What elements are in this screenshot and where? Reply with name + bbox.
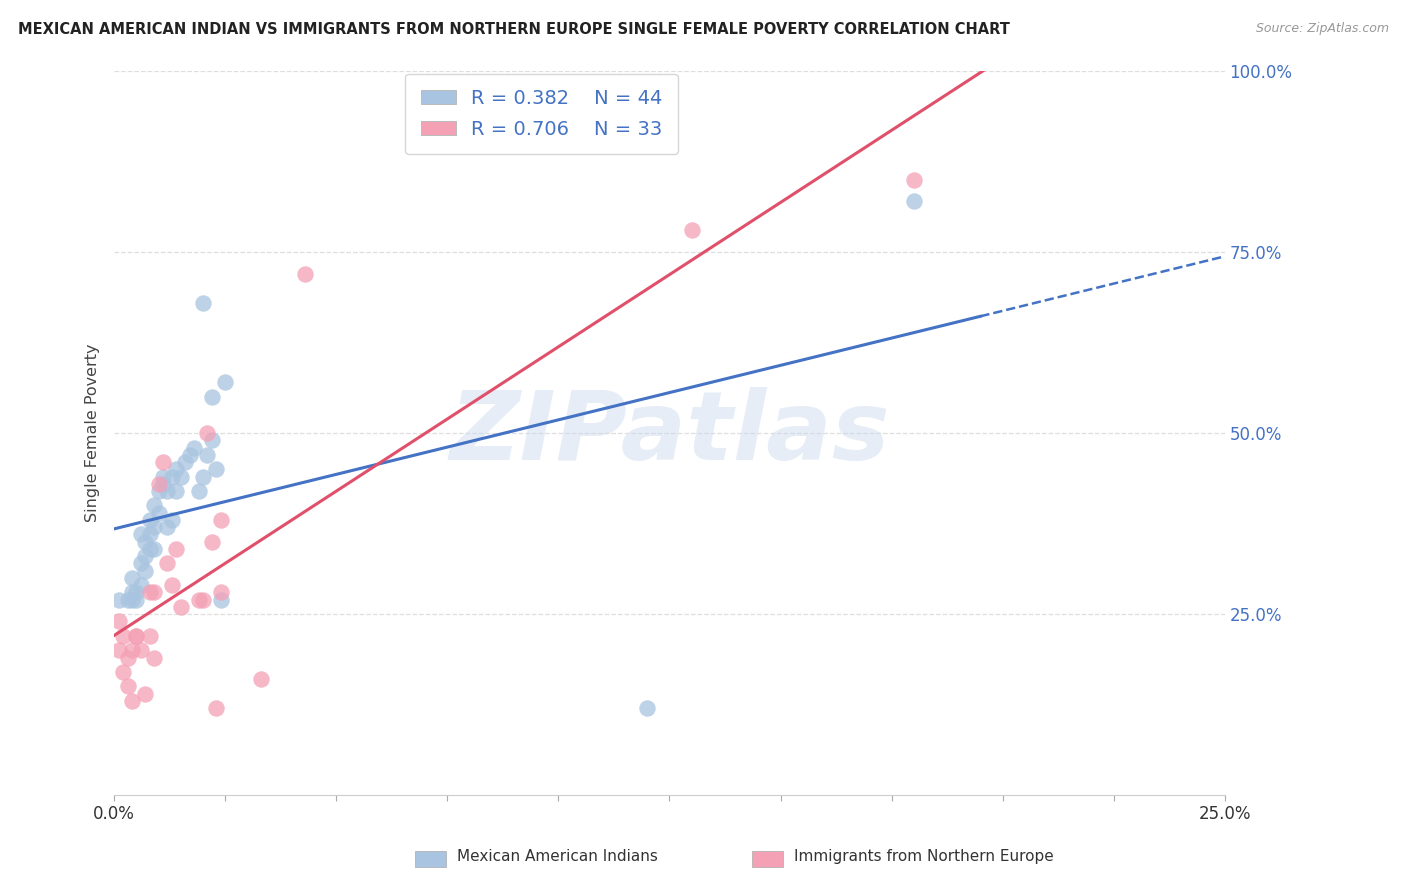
Point [197, 448, 219, 462]
Point [294, 267, 316, 281]
Point [205, 701, 228, 715]
Point [170, 469, 193, 483]
Point [138, 541, 160, 556]
Point [138, 527, 160, 541]
Point [191, 295, 214, 310]
Point [121, 571, 143, 585]
Point [165, 462, 187, 476]
Point [138, 585, 160, 599]
Point [129, 643, 152, 657]
Point [903, 172, 925, 186]
Text: Mexican American Indians: Mexican American Indians [457, 849, 658, 864]
Point [125, 592, 148, 607]
Legend: R = 0.382    N = 44, R = 0.706    N = 33: R = 0.382 N = 44, R = 0.706 N = 33 [405, 73, 678, 154]
Point [903, 194, 925, 209]
Point [129, 578, 152, 592]
Text: Immigrants from Northern Europe: Immigrants from Northern Europe [794, 849, 1054, 864]
Point [165, 483, 187, 498]
Point [143, 499, 166, 513]
Point [121, 643, 143, 657]
Point [174, 455, 197, 469]
Point [209, 592, 232, 607]
Point [152, 476, 174, 491]
Point [148, 506, 170, 520]
Point [201, 390, 224, 404]
Point [249, 672, 271, 686]
Point [156, 483, 179, 498]
Point [143, 585, 166, 599]
Point [134, 549, 156, 563]
Point [160, 469, 183, 483]
Point [201, 434, 224, 448]
Point [125, 629, 148, 643]
Point [117, 650, 139, 665]
Point [125, 629, 148, 643]
Text: MEXICAN AMERICAN INDIAN VS IMMIGRANTS FROM NORTHERN EUROPE SINGLE FEMALE POVERTY: MEXICAN AMERICAN INDIAN VS IMMIGRANTS FR… [18, 22, 1010, 37]
Point [209, 513, 232, 527]
Point [170, 599, 193, 614]
Point [152, 455, 174, 469]
Point [191, 469, 214, 483]
Point [143, 541, 166, 556]
Point [143, 520, 166, 534]
Point [179, 448, 201, 462]
Point [148, 476, 170, 491]
Point [134, 564, 156, 578]
Point [160, 578, 183, 592]
Point [121, 592, 143, 607]
Point [214, 376, 236, 390]
Point [134, 687, 156, 701]
Text: Source: ZipAtlas.com: Source: ZipAtlas.com [1256, 22, 1389, 36]
Point [138, 629, 160, 643]
Y-axis label: Single Female Poverty: Single Female Poverty [86, 343, 100, 523]
Point [165, 541, 187, 556]
Point [156, 557, 179, 571]
Point [121, 585, 143, 599]
Point [121, 694, 143, 708]
Point [197, 425, 219, 440]
Point [183, 441, 205, 455]
Point [201, 534, 224, 549]
Point [112, 629, 135, 643]
Point [117, 680, 139, 694]
Point [107, 643, 129, 657]
Point [129, 527, 152, 541]
Point [187, 483, 209, 498]
Point [107, 615, 129, 629]
Point [138, 513, 160, 527]
Point [205, 462, 228, 476]
Point [160, 513, 183, 527]
Point [148, 483, 170, 498]
Point [117, 592, 139, 607]
Point [152, 469, 174, 483]
Point [134, 534, 156, 549]
Point [187, 592, 209, 607]
Text: ZIPatlas: ZIPatlas [449, 386, 890, 480]
Point [143, 650, 166, 665]
Point [129, 557, 152, 571]
Point [191, 592, 214, 607]
Point [156, 520, 179, 534]
Point [209, 585, 232, 599]
Point [681, 223, 703, 237]
Point [125, 585, 148, 599]
Point [107, 592, 129, 607]
Point [636, 701, 658, 715]
Point [112, 665, 135, 679]
